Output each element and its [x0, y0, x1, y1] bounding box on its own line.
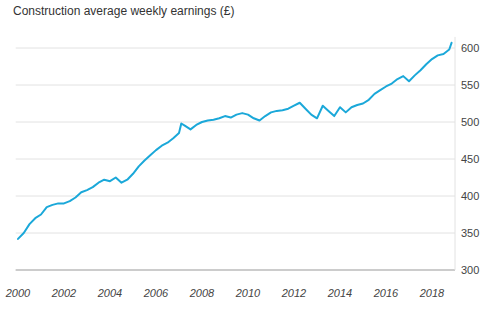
- grid-line: [16, 159, 455, 160]
- x-axis-line: [16, 270, 455, 271]
- y-tick-label: 450: [461, 153, 479, 165]
- x-tick-label: 2006: [143, 287, 169, 299]
- grid-line: [16, 48, 455, 49]
- x-tick-label: 2004: [97, 287, 122, 299]
- grid-line: [16, 270, 455, 271]
- earnings-line: [18, 43, 452, 239]
- y-tick-label: 600: [461, 42, 479, 54]
- y-tick-label: 300: [461, 264, 479, 276]
- y-tick-label: 500: [461, 116, 479, 128]
- x-tick-label: 2008: [189, 287, 215, 299]
- chart: Construction average weekly earnings (£)…: [0, 0, 480, 311]
- x-tick-label: 2012: [281, 287, 306, 299]
- y-tick-label: 400: [461, 190, 479, 202]
- x-tick-label: 2002: [51, 287, 76, 299]
- x-tick-label: 2014: [327, 287, 352, 299]
- x-tick-label: 2000: [5, 287, 31, 299]
- plot-area: [18, 43, 452, 239]
- y-tick-label: 350: [461, 227, 479, 239]
- x-tick-label: 2016: [373, 287, 399, 299]
- x-tick-label: 2010: [235, 287, 261, 299]
- y-tick-label: 550: [461, 79, 479, 91]
- y-axis-line: [455, 37, 456, 270]
- title: Construction average weekly earnings (£): [13, 4, 234, 18]
- grid-line: [16, 122, 455, 123]
- x-tick-label: 2018: [419, 287, 445, 299]
- grid-line: [16, 233, 455, 234]
- grid-line: [16, 196, 455, 197]
